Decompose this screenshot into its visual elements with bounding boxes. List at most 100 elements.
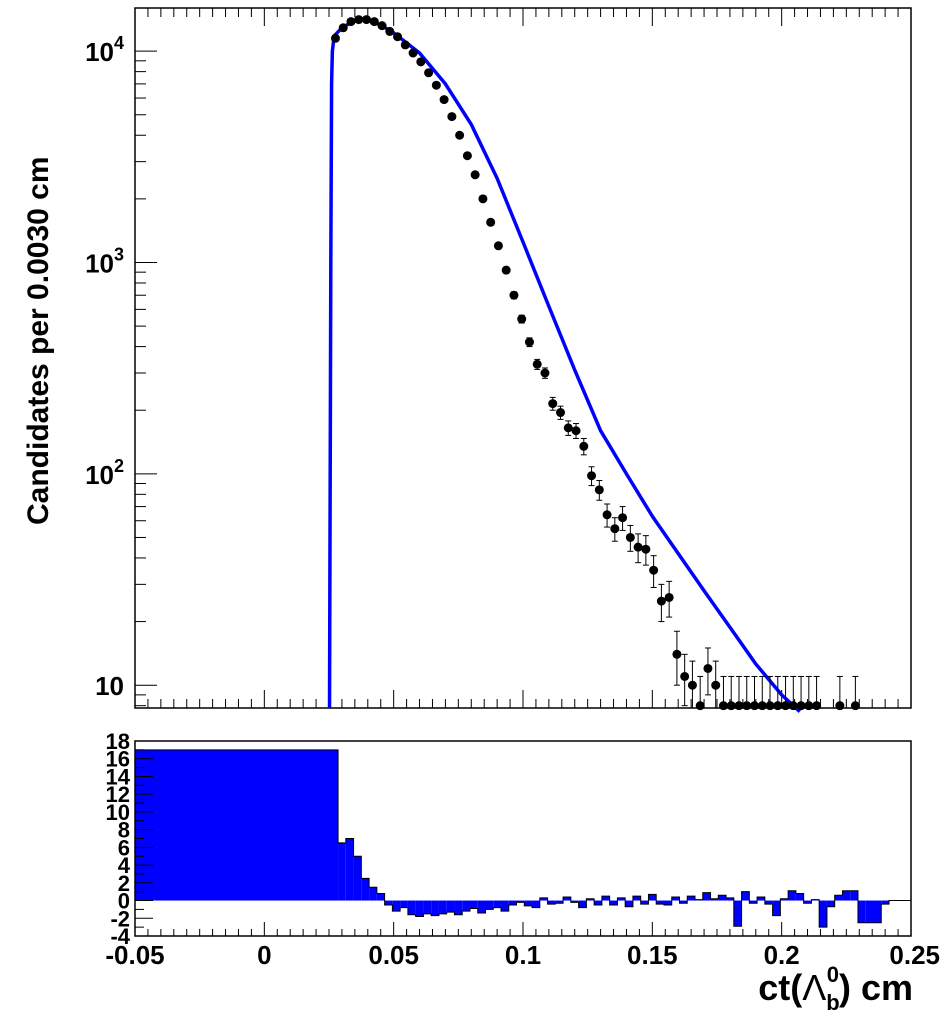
ratio-bar [795,893,804,901]
data-marker [385,26,395,36]
ratio-bar [601,896,610,901]
ratio-bar [757,897,765,901]
data-point [424,68,434,78]
ratio-bar [764,900,773,905]
x-tick-label: 0.1 [505,940,541,970]
ratio-bar [555,900,564,904]
x-tick-label: -0.05 [105,940,164,970]
ratio-bar [539,897,548,901]
ratio-bar [369,887,377,901]
ratio-bar [749,900,758,904]
data-point [478,194,488,204]
data-marker [493,241,503,251]
ratio-y-tick-label: 6 [118,835,130,860]
data-point [416,57,426,67]
data-marker [687,680,697,690]
ratio-bar [687,896,696,901]
data-marker [556,408,566,418]
data-marker [571,426,581,436]
ratio-y-tick-label: 10 [106,800,130,825]
main-axis-ticks [134,8,912,708]
data-point [400,40,410,50]
ratio-bar [454,900,463,915]
ratio-bar [532,900,540,908]
data-marker [330,33,340,43]
ratio-y-tick-label: 4 [118,853,131,878]
ratio-axis-ticks [134,740,912,937]
data-point [649,555,659,588]
data-marker [850,701,860,711]
data-marker [610,524,620,534]
data-marker [455,130,465,140]
data-point [509,290,519,300]
data-marker [649,565,659,575]
data-marker [711,680,721,690]
main-y-tick-label-exponent: 4 [114,33,124,53]
data-point [625,524,635,552]
data-marker [773,701,783,711]
data-point [493,241,503,251]
x-axis-label-subscript: b [826,990,839,1013]
data-marker [726,701,736,711]
data-point [517,314,527,324]
ratio-bar [726,897,734,901]
ratio-bar [733,900,742,927]
data-point [524,337,534,348]
data-point [804,675,814,711]
data-marker [346,17,356,27]
data-marker [703,663,713,673]
main-y-tick-label-exponent: 2 [114,456,124,476]
ratio-bar [648,894,657,901]
ratio-bar [446,900,455,913]
ratio-bar [477,900,486,913]
data-marker [354,15,364,25]
data-point [385,26,395,36]
ratio-bar [578,900,587,908]
data-marker [742,701,752,711]
ratio-bar [516,900,525,903]
main-y-tick-label: 10 [95,671,124,701]
x-tick-label: 0 [257,940,271,970]
main-y-tick-label-base: 10 [95,671,124,701]
data-point [835,675,845,711]
data-marker [804,701,814,711]
ratio-bar [663,900,672,905]
ratio-bar [842,890,851,901]
data-point [765,675,775,711]
data-marker [788,701,798,711]
main-y-tick-label-base: 10 [85,460,114,490]
data-marker [408,48,418,58]
ratio-bar [353,856,362,901]
ratio-bar [819,900,827,928]
data-marker [377,21,387,31]
data-marker [812,701,822,711]
ratio-y-tick-label: 16 [106,747,130,772]
ratio-bar [384,900,393,905]
ratio-bar [873,900,882,923]
ratio-y-tick-label: -2 [110,906,130,931]
data-point [796,675,806,711]
ratio-bar [803,900,812,904]
main-y-tick-label: 103 [85,244,124,278]
ratio-bar [392,900,401,912]
data-point [633,533,643,564]
data-marker [462,151,472,161]
data-point [455,130,465,140]
data-marker [416,57,426,67]
data-point [618,506,628,531]
data-point [695,675,705,711]
ratio-bar [415,900,424,917]
data-marker [835,701,845,711]
data-point [757,675,767,711]
ratio-bar [594,900,602,905]
data-marker [548,399,558,409]
data-marker [532,359,542,369]
data-marker [602,510,612,520]
data-point [431,80,441,90]
main-y-tick-label-base: 10 [85,248,114,278]
data-marker [594,485,604,495]
data-marker [509,290,519,300]
data-marker [757,701,767,711]
